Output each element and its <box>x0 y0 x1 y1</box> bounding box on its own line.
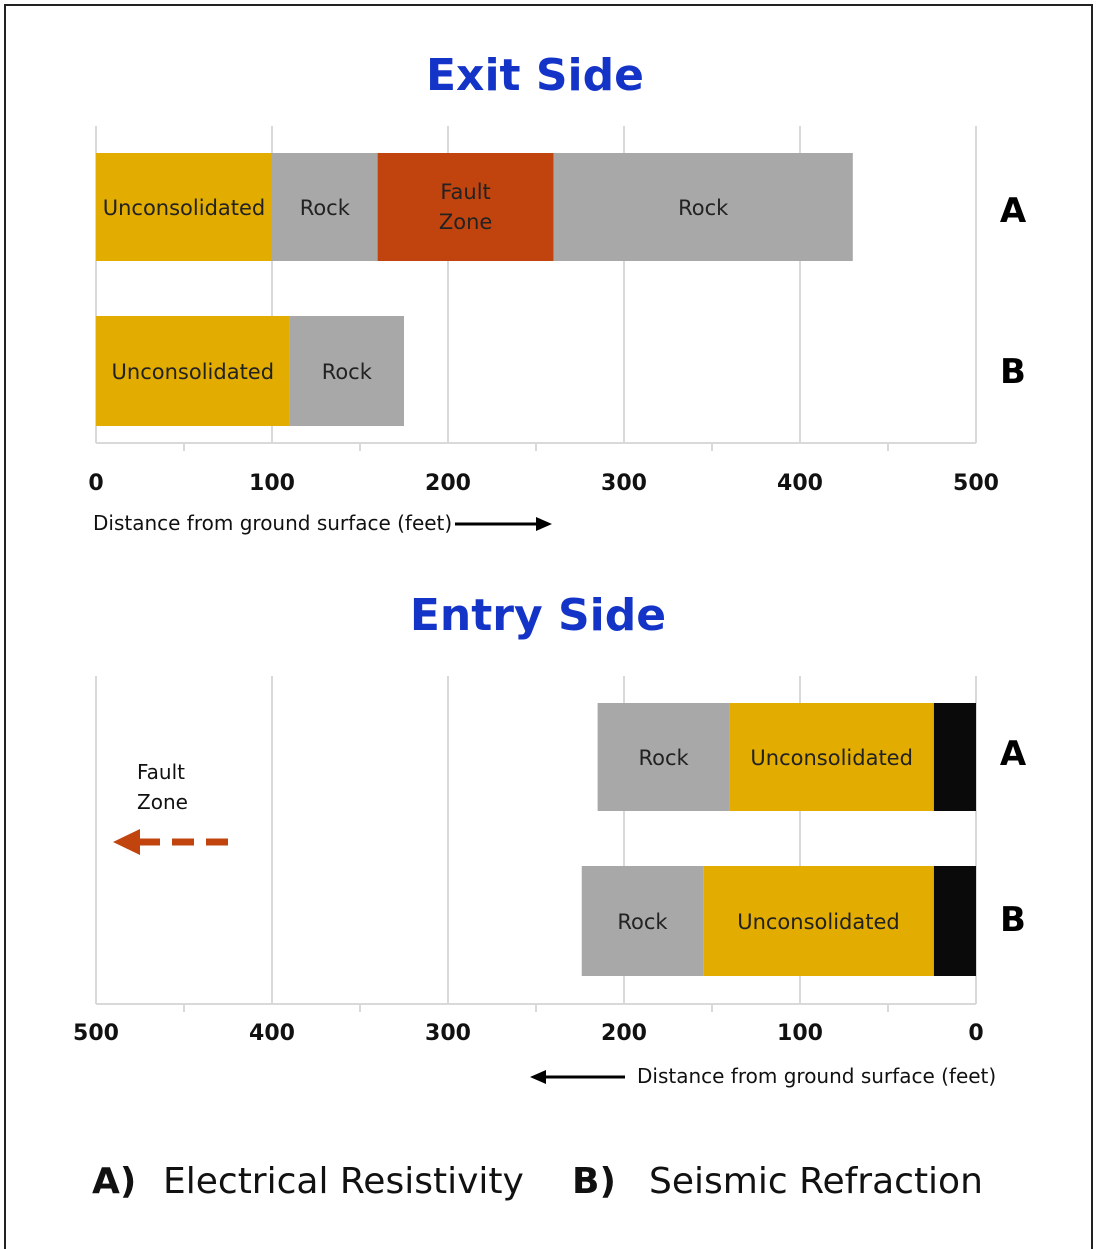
legend-text-b: Seismic Refraction <box>649 1161 983 1202</box>
figure-frame <box>4 4 1093 1249</box>
exit-row-labels: AB <box>1000 191 1027 392</box>
x-tick-label: 400 <box>777 471 823 496</box>
row-label: B <box>1000 352 1026 392</box>
fault-zone-annotation: Fault Zone <box>137 760 188 814</box>
bar-segment <box>703 866 934 976</box>
exit-side-chart: Exit Side Unconsolidated Rock Fault Zone Roc… <box>88 50 1026 535</box>
x-tick-label: 100 <box>777 1021 823 1046</box>
bar-segment-label: Rock <box>322 360 373 384</box>
bar-segment-label: Unconsolidated <box>737 910 900 934</box>
bar-segment <box>553 153 853 261</box>
x-tick-label: 200 <box>425 471 471 496</box>
bar-segment <box>933 866 976 976</box>
bar-segment-label: Rock <box>638 746 689 770</box>
row-label: B <box>1000 900 1026 940</box>
x-tick-label: 200 <box>601 1021 647 1046</box>
method-legend: A) Electrical Resistivity B) Seismic Ref… <box>92 1161 983 1202</box>
exit-tick-labels: 0 100 200 300 400 500 <box>88 471 999 496</box>
bar-segment <box>289 316 404 426</box>
entry-direction-arrow <box>530 1070 625 1084</box>
entry-row-labels: AB <box>1000 734 1027 940</box>
x-tick-label: 0 <box>968 1021 983 1046</box>
exit-direction-arrow <box>455 517 552 531</box>
bar-segment-label: Rock <box>300 196 351 220</box>
exit-side-title: Exit Side <box>426 50 644 101</box>
entry-side-chart: Entry Side UnconsolidatedRockUnconsolida… <box>73 590 1027 1088</box>
row-label: A <box>1000 734 1027 774</box>
bar-segment <box>933 703 976 811</box>
bar-segment-label: Rock <box>678 196 729 220</box>
exit-x-axis-label: Distance from ground surface (feet) <box>93 511 452 535</box>
bar-segment <box>96 153 272 261</box>
entry-side-title: Entry Side <box>410 590 666 641</box>
exit-bars: Unconsolidated Rock Fault Zone Rock Unconsoli… <box>96 153 853 426</box>
legend-key-a: A) <box>92 1161 136 1202</box>
entry-bars: Unconsolidated Rock Unconsolidated Rock <box>581 703 976 976</box>
row-label: A <box>1000 191 1027 231</box>
x-tick-label: 400 <box>249 1021 295 1046</box>
x-tick-label: 0 <box>88 471 103 496</box>
bar-segment-label: Zone <box>439 210 492 234</box>
bar-segment <box>377 153 554 261</box>
bar-segment-label: Unconsolidated <box>750 746 913 770</box>
x-tick-label: 500 <box>953 471 999 496</box>
x-tick-label: 300 <box>601 471 647 496</box>
bar-segment-label: Fault <box>440 180 490 204</box>
legend-text-a: Electrical Resistivity <box>163 1161 524 1202</box>
bar-segment <box>597 703 730 811</box>
legend-key-b: B) <box>572 1161 616 1202</box>
bar-segment <box>96 316 290 426</box>
x-tick-label: 500 <box>73 1021 119 1046</box>
bar-segment-label: Unconsolidated <box>112 360 275 384</box>
entry-tick-labels: 500 400 300 200 100 0 <box>73 1021 984 1046</box>
x-tick-label: 300 <box>425 1021 471 1046</box>
bar-segment <box>729 703 934 811</box>
x-tick-label: 100 <box>249 471 295 496</box>
entry-x-axis-label: Distance from ground surface (feet) <box>637 1064 996 1088</box>
bar-segment-label: Rock <box>617 910 668 934</box>
bar-segment <box>272 153 378 261</box>
bar-segment <box>581 866 704 976</box>
fault-zone-arrow-icon <box>113 829 238 855</box>
bar-segment-label: Unconsolidated <box>103 196 266 220</box>
